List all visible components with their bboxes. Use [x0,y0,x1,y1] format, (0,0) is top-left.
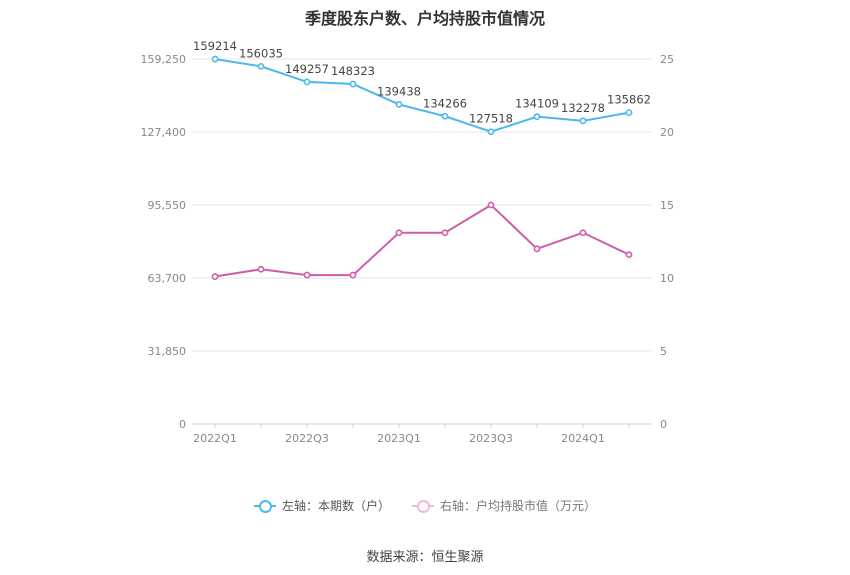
data-point-right [303,271,311,279]
y-left-tick-label: 63,700 [148,272,187,285]
y-left-tick-label: 127,400 [141,126,187,139]
data-point-left [625,109,633,117]
y-left-tick-label: 0 [179,418,186,431]
y-right-tick-label: 0 [660,418,667,431]
y-right-tick-label: 15 [660,199,674,212]
data-point-left [487,128,495,136]
data-point-right [625,251,633,259]
data-label: 159214 [193,39,237,53]
data-point-left [257,62,265,70]
data-label: 149257 [285,62,329,76]
legend-swatch-left [253,499,276,513]
y-right-tick-label: 20 [660,126,674,139]
series-line-right [214,203,630,278]
legend-label-right: 右轴：户均持股市值（万元） [440,499,597,513]
y-left-tick-label: 31,850 [148,345,187,358]
data-point-left [349,80,357,88]
data-point-right [441,229,449,237]
data-label: 156035 [239,46,283,60]
y-left-tick-label: 95,550 [148,199,187,212]
source-note: 数据来源：恒生聚源 [366,550,484,565]
chart-title: 季度股东户数、户均持股市值情况 [304,9,545,28]
series-line-left [214,58,630,133]
x-tick-label: 2024Q1 [561,432,605,445]
data-label: 134266 [423,96,467,110]
data-label: 132278 [561,101,605,115]
legend-item-left[interactable]: 左轴：本期数（户） [253,497,390,514]
x-tick-label: 2022Q1 [193,432,237,445]
y-left-tick-label: 159,250 [141,53,187,66]
x-tick-label: 2023Q3 [469,432,513,445]
data-label: 135862 [607,93,651,107]
data-label: 148323 [331,64,375,78]
legend-label-left: 左轴：本期数（户） [281,499,390,513]
data-label: 134109 [515,97,559,111]
y-right-tick-label: 5 [660,345,667,358]
x-tick-label: 2022Q3 [285,432,329,445]
x-tick-label: 2023Q1 [377,432,421,445]
legend: 左轴：本期数（户） 右轴：户均持股市值（万元） [0,497,850,514]
data-point-right [487,201,495,209]
data-label: 127518 [469,112,513,126]
legend-swatch-right [412,499,434,513]
data-point-left [533,113,541,121]
data-point-right [579,229,587,237]
data-point-right [211,273,219,280]
data-point-left [395,101,403,108]
data-point-left [303,78,311,86]
y-right-tick-label: 25 [660,53,674,66]
data-point-left [579,117,587,125]
y-right-tick-label: 10 [660,272,674,285]
data-point-left [441,112,449,120]
data-point-right [257,265,265,273]
data-point-right [533,245,541,253]
data-point-right [395,229,403,237]
data-point-left [211,55,219,63]
legend-item-right[interactable]: 右轴：户均持股市值（万元） [412,497,596,514]
data-label: 139438 [377,84,421,98]
data-point-right [349,271,357,279]
